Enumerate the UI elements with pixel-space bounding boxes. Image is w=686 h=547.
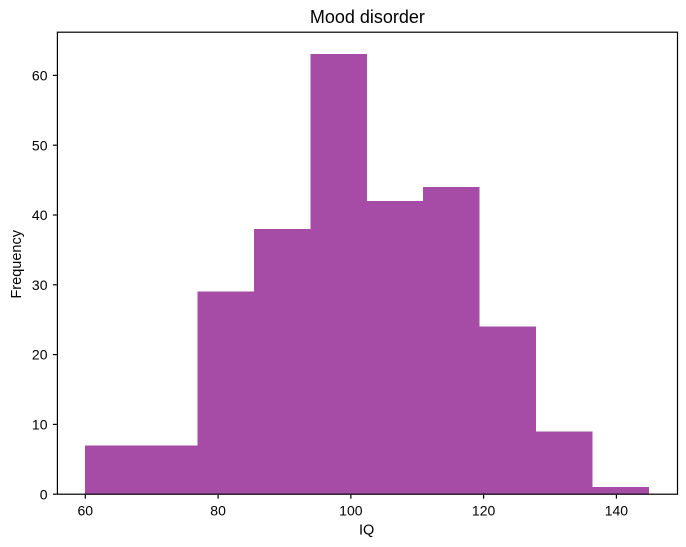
svg-text:140: 140	[605, 503, 629, 519]
svg-text:100: 100	[339, 503, 363, 519]
svg-text:10: 10	[32, 417, 48, 433]
svg-text:IQ: IQ	[359, 523, 374, 539]
svg-text:Frequency: Frequency	[9, 229, 25, 298]
svg-text:20: 20	[32, 347, 48, 363]
svg-text:50: 50	[32, 137, 48, 153]
svg-text:Mood disorder: Mood disorder	[310, 7, 425, 27]
svg-text:60: 60	[78, 503, 94, 519]
svg-text:60: 60	[32, 68, 48, 84]
svg-text:120: 120	[472, 503, 496, 519]
svg-text:0: 0	[40, 486, 48, 502]
svg-text:40: 40	[32, 207, 48, 223]
svg-text:30: 30	[32, 277, 48, 293]
svg-text:80: 80	[210, 503, 226, 519]
